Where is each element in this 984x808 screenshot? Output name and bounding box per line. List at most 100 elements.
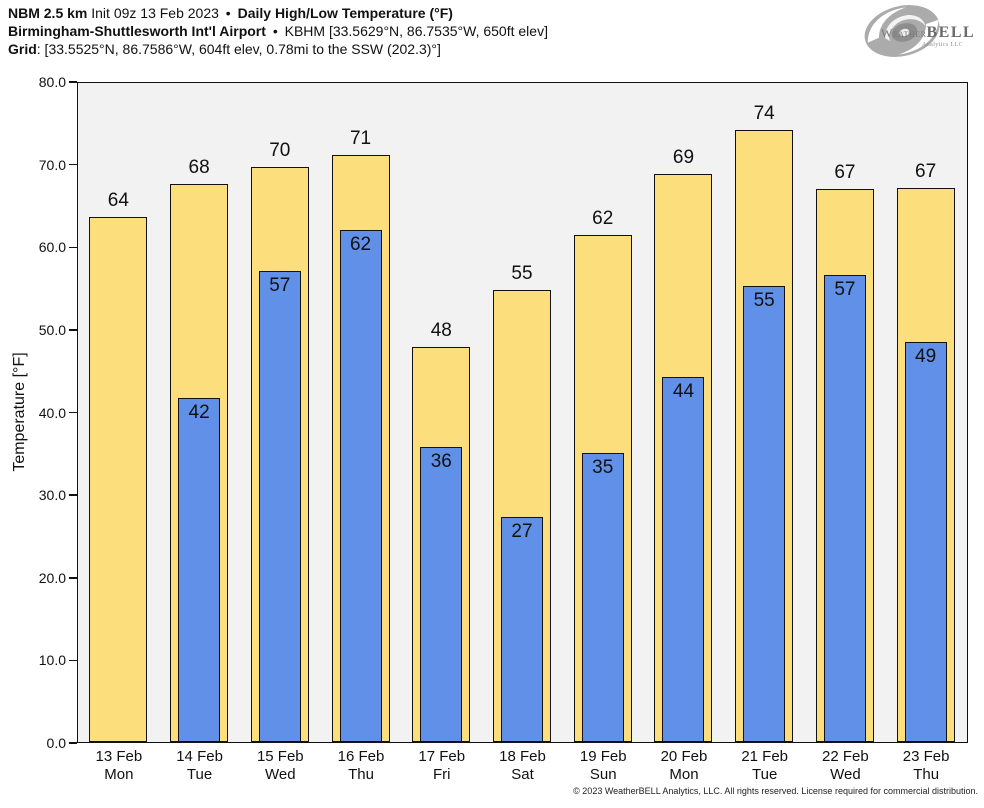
x-tick-date: 19 Feb xyxy=(579,748,627,765)
x-tick-day: Sun xyxy=(589,766,617,783)
y-tick-label: 80.0 xyxy=(38,74,66,90)
chart-header: NBM 2.5 km Init 09z 13 Feb 2023 • Daily … xyxy=(8,4,548,58)
x-tick-label: 23 Feb Thu xyxy=(881,748,971,784)
x-tick-date: 13 Feb xyxy=(95,748,143,765)
low-temp-bar xyxy=(178,398,221,742)
plot-area: 64 68 42 70 57 71 62 48 36 55 27 62 35 69 44 74 55 67 57 67… xyxy=(77,82,968,743)
low-temp-bar xyxy=(420,446,463,742)
low-value-label: 55 xyxy=(753,290,775,312)
x-tick-date: 15 Feb xyxy=(256,748,304,765)
x-tick-day: Thu xyxy=(913,766,940,783)
logo-weather-text: Weather xyxy=(881,26,927,40)
low-temp-bar xyxy=(258,270,301,742)
high-value-label: 64 xyxy=(107,190,129,212)
model-name: NBM 2.5 km xyxy=(8,5,88,21)
low-value-label: 57 xyxy=(269,274,291,296)
x-tick-label: 17 Feb Fri xyxy=(397,748,487,784)
high-value-label: 74 xyxy=(753,103,775,125)
low-value-label: 42 xyxy=(188,402,210,424)
low-value-label: 57 xyxy=(834,278,856,300)
y-tick-label: 60.0 xyxy=(38,239,66,256)
low-temp-bar xyxy=(662,376,705,742)
high-value-label: 67 xyxy=(915,160,937,182)
x-tick-label: 19 Feb Sun xyxy=(558,748,648,784)
hurricane-swirl-icon xyxy=(864,5,940,57)
low-value-label: 35 xyxy=(592,457,614,479)
y-tick-mark xyxy=(69,494,77,496)
x-tick-label: 15 Feb Wed xyxy=(235,748,325,784)
weatherbell-logo: WeatherBELL Analytics LLC xyxy=(860,2,980,58)
x-tick-day: Tue xyxy=(752,766,778,783)
high-value-label: 70 xyxy=(269,140,291,162)
bullet-separator: • xyxy=(272,23,278,39)
x-tick-date: 23 Feb xyxy=(902,748,950,765)
x-tick-day: Wed xyxy=(830,766,861,783)
y-tick-label: 20.0 xyxy=(38,569,66,586)
low-value-label: 36 xyxy=(430,450,452,472)
x-tick-date: 17 Feb xyxy=(418,748,466,765)
init-time: Init 09z 13 Feb 2023 xyxy=(91,5,219,21)
high-value-label: 48 xyxy=(430,320,452,342)
high-value-label: 71 xyxy=(349,127,372,149)
low-temp-bar xyxy=(904,342,947,742)
copyright-notice: © 2023 WeatherBELL Analytics, LLC. All r… xyxy=(573,786,978,796)
high-temp-bar xyxy=(89,217,148,742)
x-tick-day: Sat xyxy=(511,766,534,783)
x-tick-date: 21 Feb xyxy=(741,748,789,765)
low-value-label: 27 xyxy=(511,521,533,543)
x-tick-label: 21 Feb Tue xyxy=(720,748,810,784)
x-tick-day: Wed xyxy=(265,766,296,783)
x-tick-label: 18 Feb Sat xyxy=(478,748,568,784)
grid-label: Grid xyxy=(8,41,37,57)
product-title: Daily High/Low Temperature (°F) xyxy=(237,5,453,21)
x-tick-day: Tue xyxy=(186,766,213,783)
x-tick-label: 14 Feb Tue xyxy=(155,748,245,784)
y-tick-label: 10.0 xyxy=(38,652,66,669)
y-tick-mark xyxy=(69,411,77,414)
x-tick-date: 18 Feb xyxy=(499,748,546,765)
x-tick-day: Mon xyxy=(669,766,699,783)
x-tick-day: Fri xyxy=(433,766,451,783)
y-tick-mark xyxy=(69,659,77,662)
x-tick-date: 20 Feb xyxy=(660,748,708,765)
x-tick-label: 20 Feb Mon xyxy=(639,748,729,784)
low-value-label: 49 xyxy=(915,346,937,368)
low-value-label: 44 xyxy=(672,380,695,402)
y-tick-label: 30.0 xyxy=(38,487,66,504)
y-tick-label: 70.0 xyxy=(38,156,66,173)
x-tick-label: 13 Feb Mon xyxy=(74,748,164,784)
x-tick-label: 22 Feb Wed xyxy=(800,748,890,784)
y-tick-mark xyxy=(69,163,77,166)
y-tick-mark xyxy=(69,329,77,331)
x-tick-date: 14 Feb xyxy=(176,748,223,765)
bullet-separator: • xyxy=(225,5,231,21)
y-tick-label: 40.0 xyxy=(38,404,66,421)
low-temp-bar xyxy=(339,230,382,742)
high-value-label: 55 xyxy=(511,263,533,285)
y-tick-mark xyxy=(69,742,77,744)
logo-subtitle: Analytics LLC xyxy=(922,42,964,48)
grid-details: : [33.5525°N, 86.7586°W, 604ft elev, 0.7… xyxy=(36,41,441,57)
x-tick-date: 16 Feb xyxy=(337,748,385,765)
high-value-label: 67 xyxy=(834,162,856,184)
x-tick-day: Mon xyxy=(104,766,134,783)
logo-wordmark: WeatherBELL xyxy=(881,24,975,42)
low-temp-bar xyxy=(743,286,786,742)
low-temp-bar xyxy=(501,517,543,742)
header-line-1: NBM 2.5 km Init 09z 13 Feb 2023 • Daily … xyxy=(8,4,548,22)
low-temp-bar xyxy=(581,453,624,742)
high-value-label: 69 xyxy=(672,146,695,168)
station-name: Birmingham-Shuttlesworth Int'l Airport xyxy=(8,23,266,39)
y-tick-mark xyxy=(69,246,77,248)
y-tick-label: 50.0 xyxy=(38,321,66,338)
high-value-label: 62 xyxy=(592,207,614,229)
header-line-3: Grid: [33.5525°N, 86.7586°W, 604ft elev,… xyxy=(8,40,548,58)
station-details: KBHM [33.5629°N, 86.7535°W, 650ft elev] xyxy=(284,23,548,39)
y-tick-mark xyxy=(69,81,77,83)
low-value-label: 62 xyxy=(349,234,372,256)
header-line-2: Birmingham-Shuttlesworth Int'l Airport •… xyxy=(8,22,548,40)
y-tick-label: 0.0 xyxy=(46,735,66,751)
high-value-label: 68 xyxy=(188,157,210,179)
x-tick-label: 16 Feb Thu xyxy=(316,748,406,784)
